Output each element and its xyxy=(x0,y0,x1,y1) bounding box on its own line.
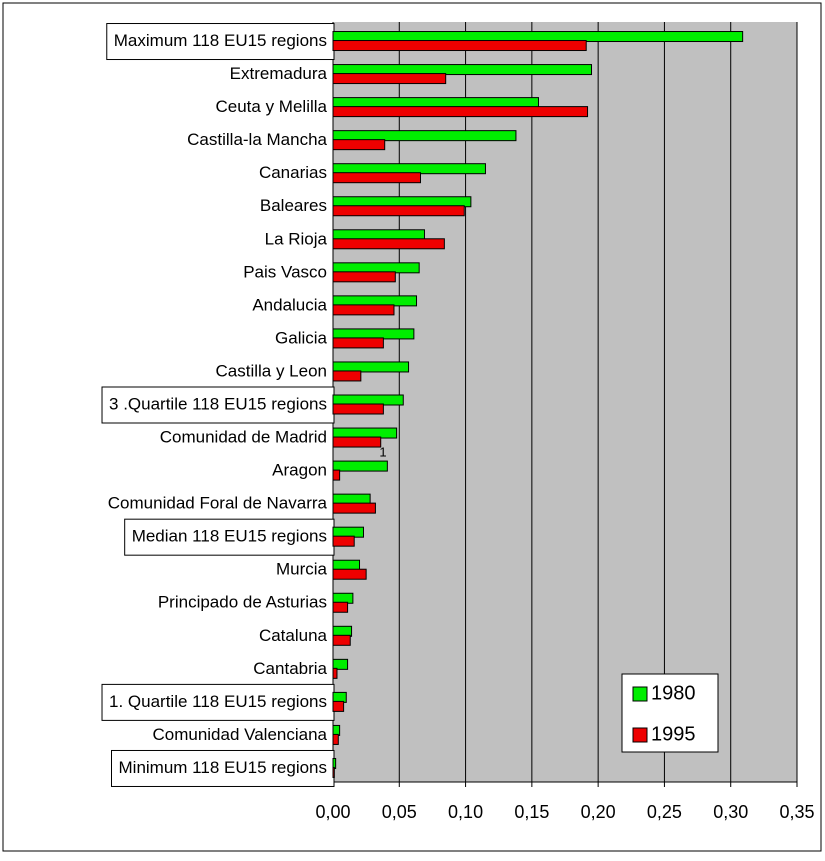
bar xyxy=(332,601,349,613)
x-tick-label: 0,30 xyxy=(713,802,748,822)
label-frame xyxy=(111,749,335,787)
bar xyxy=(332,337,384,349)
bar xyxy=(332,64,593,76)
y-tick-label: Principado de Asturias xyxy=(158,593,327,612)
y-tick-label: Castilla y Leon xyxy=(215,361,327,380)
y-tick-label: Cataluna xyxy=(259,626,328,645)
bar xyxy=(332,403,384,415)
bar xyxy=(332,238,445,250)
bar xyxy=(332,40,587,52)
bar xyxy=(332,106,589,118)
x-tick-label: 0,05 xyxy=(382,802,417,822)
bar xyxy=(332,700,345,712)
bar xyxy=(332,304,395,316)
bar xyxy=(332,766,335,778)
bar xyxy=(332,733,339,745)
bar xyxy=(332,568,367,580)
bar xyxy=(332,139,386,151)
bar xyxy=(332,370,362,382)
y-tick-label: La Rioja xyxy=(265,229,328,248)
label-frame xyxy=(101,386,335,424)
bar xyxy=(332,130,517,142)
y-tick-label: Ceuta y Melilla xyxy=(216,97,328,116)
y-tick-label: Comunidad de Madrid xyxy=(160,428,327,447)
legend-swatch xyxy=(632,727,648,743)
bar xyxy=(332,436,382,448)
bar xyxy=(332,502,376,514)
annotation: 1 xyxy=(379,444,386,459)
y-tick-label: Minimum 118 EU15 regions xyxy=(119,758,328,777)
bar xyxy=(332,634,351,646)
bar xyxy=(332,271,396,283)
y-tick-label: 1. Quartile 118 EU15 regions xyxy=(109,692,327,711)
x-tick-label: 0,15 xyxy=(514,802,549,822)
legend-swatch xyxy=(632,686,648,702)
y-tick-label: Cantabria xyxy=(253,659,327,678)
y-tick-label: Pais Vasco xyxy=(243,262,327,281)
bar xyxy=(332,361,410,373)
legend-label: 1980 xyxy=(651,682,696,704)
x-tick-label: 0,20 xyxy=(581,802,616,822)
bar xyxy=(332,535,355,547)
bar xyxy=(332,73,447,85)
y-tick-label: Baleares xyxy=(260,196,327,215)
bar xyxy=(332,658,349,670)
label-frame xyxy=(101,683,335,721)
y-tick-label: Canarias xyxy=(259,163,327,182)
x-tick-label: 0,10 xyxy=(448,802,483,822)
y-tick-label: Aragon xyxy=(272,461,327,480)
y-tick-label: Murcia xyxy=(276,560,328,579)
x-tick-label: 0,25 xyxy=(647,802,682,822)
label-frame xyxy=(124,518,335,556)
x-tick-label: 0,35 xyxy=(779,802,814,822)
bar xyxy=(332,205,465,217)
bar xyxy=(332,460,388,472)
y-tick-label: Maximum 118 EU15 regions xyxy=(114,31,327,50)
y-tick-label: Comunidad Valenciana xyxy=(152,725,327,744)
y-tick-label: Comunidad Foral de Navarra xyxy=(108,494,328,513)
y-tick-label: Andalucia xyxy=(252,295,327,314)
y-tick-label: 3 .Quartile 118 EU15 regions xyxy=(109,394,327,413)
bar xyxy=(332,469,341,481)
y-tick-label: Castilla-la Mancha xyxy=(187,130,327,149)
plot-area xyxy=(333,22,797,782)
y-tick-label: Median 118 EU15 regions xyxy=(132,527,327,546)
y-tick-label: Galicia xyxy=(275,328,328,347)
x-tick-label: 0,00 xyxy=(315,802,350,822)
legend-label: 1995 xyxy=(651,723,696,745)
bar xyxy=(332,667,338,679)
y-tick-label: Extremadura xyxy=(230,64,328,83)
bar xyxy=(332,172,421,184)
